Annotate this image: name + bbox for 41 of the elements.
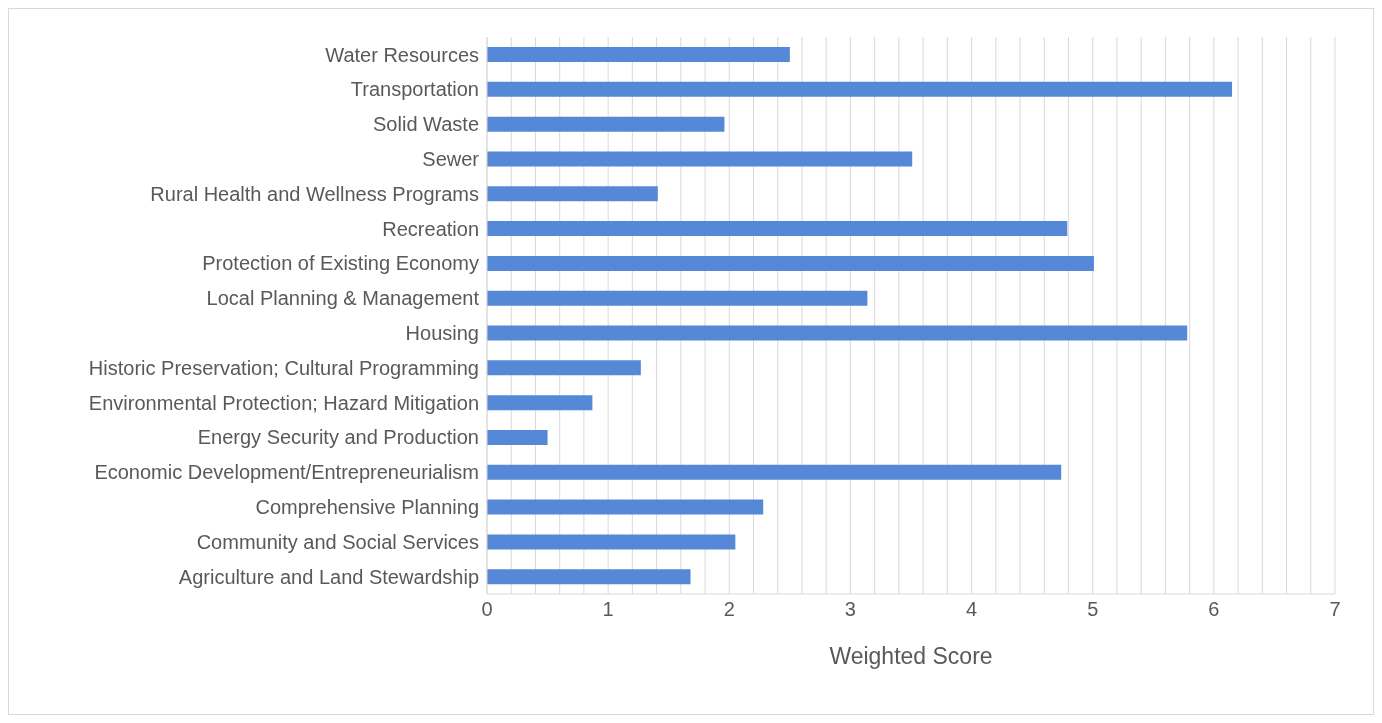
x-tick-label: 7: [1329, 598, 1341, 621]
y-tick-label: Protection of Existing Economy: [202, 252, 479, 275]
y-tick-label: Energy Security and Production: [197, 426, 479, 449]
y-tick-label: Housing: [405, 322, 479, 345]
bar: [487, 221, 1068, 237]
bar: [487, 569, 691, 585]
x-axis-title: Weighted Score: [829, 643, 993, 669]
bar: [487, 395, 593, 411]
x-tick-label: 4: [966, 598, 978, 621]
x-tick-label: 3: [844, 598, 856, 621]
x-tick-label: 2: [723, 598, 735, 621]
bar: [487, 499, 764, 515]
bar: [487, 290, 868, 306]
bar: [487, 47, 790, 62]
bar: [487, 186, 658, 202]
y-tick-label: Environmental Protection; Hazard Mitigation: [88, 391, 479, 414]
bar: [487, 429, 548, 445]
y-tick-label: Local Planning & Management: [206, 287, 480, 310]
bar: [487, 360, 641, 376]
x-tick-label: 5: [1087, 598, 1099, 621]
y-tick-label: Community and Social Services: [196, 530, 479, 553]
y-tick-label: Agriculture and Land Stewardship: [178, 565, 479, 588]
bar: [487, 151, 913, 167]
bar: [487, 534, 736, 550]
bar: [487, 81, 1233, 97]
y-tick-label: Water Resources: [325, 43, 479, 66]
y-tick-label: Rural Health and Wellness Programs: [150, 182, 479, 205]
bar: [487, 255, 1094, 271]
x-tick-label: 1: [602, 598, 614, 621]
x-tick-label: 0: [481, 598, 493, 621]
bar: [487, 325, 1188, 341]
y-tick-label: Recreation: [382, 217, 479, 240]
x-tick-label: 6: [1208, 598, 1220, 621]
y-tick-label: Transportation: [350, 78, 479, 101]
y-tick-label: Solid Waste: [373, 113, 479, 136]
y-tick-label: Historic Preservation; Cultural Programming: [88, 356, 479, 379]
y-tick-label: Comprehensive Planning: [255, 496, 479, 519]
bar: [487, 464, 1062, 480]
bar: [487, 116, 725, 132]
y-tick-label: Sewer: [422, 147, 480, 170]
y-tick-label: Economic Development/Entrepreneurialism: [94, 461, 479, 484]
